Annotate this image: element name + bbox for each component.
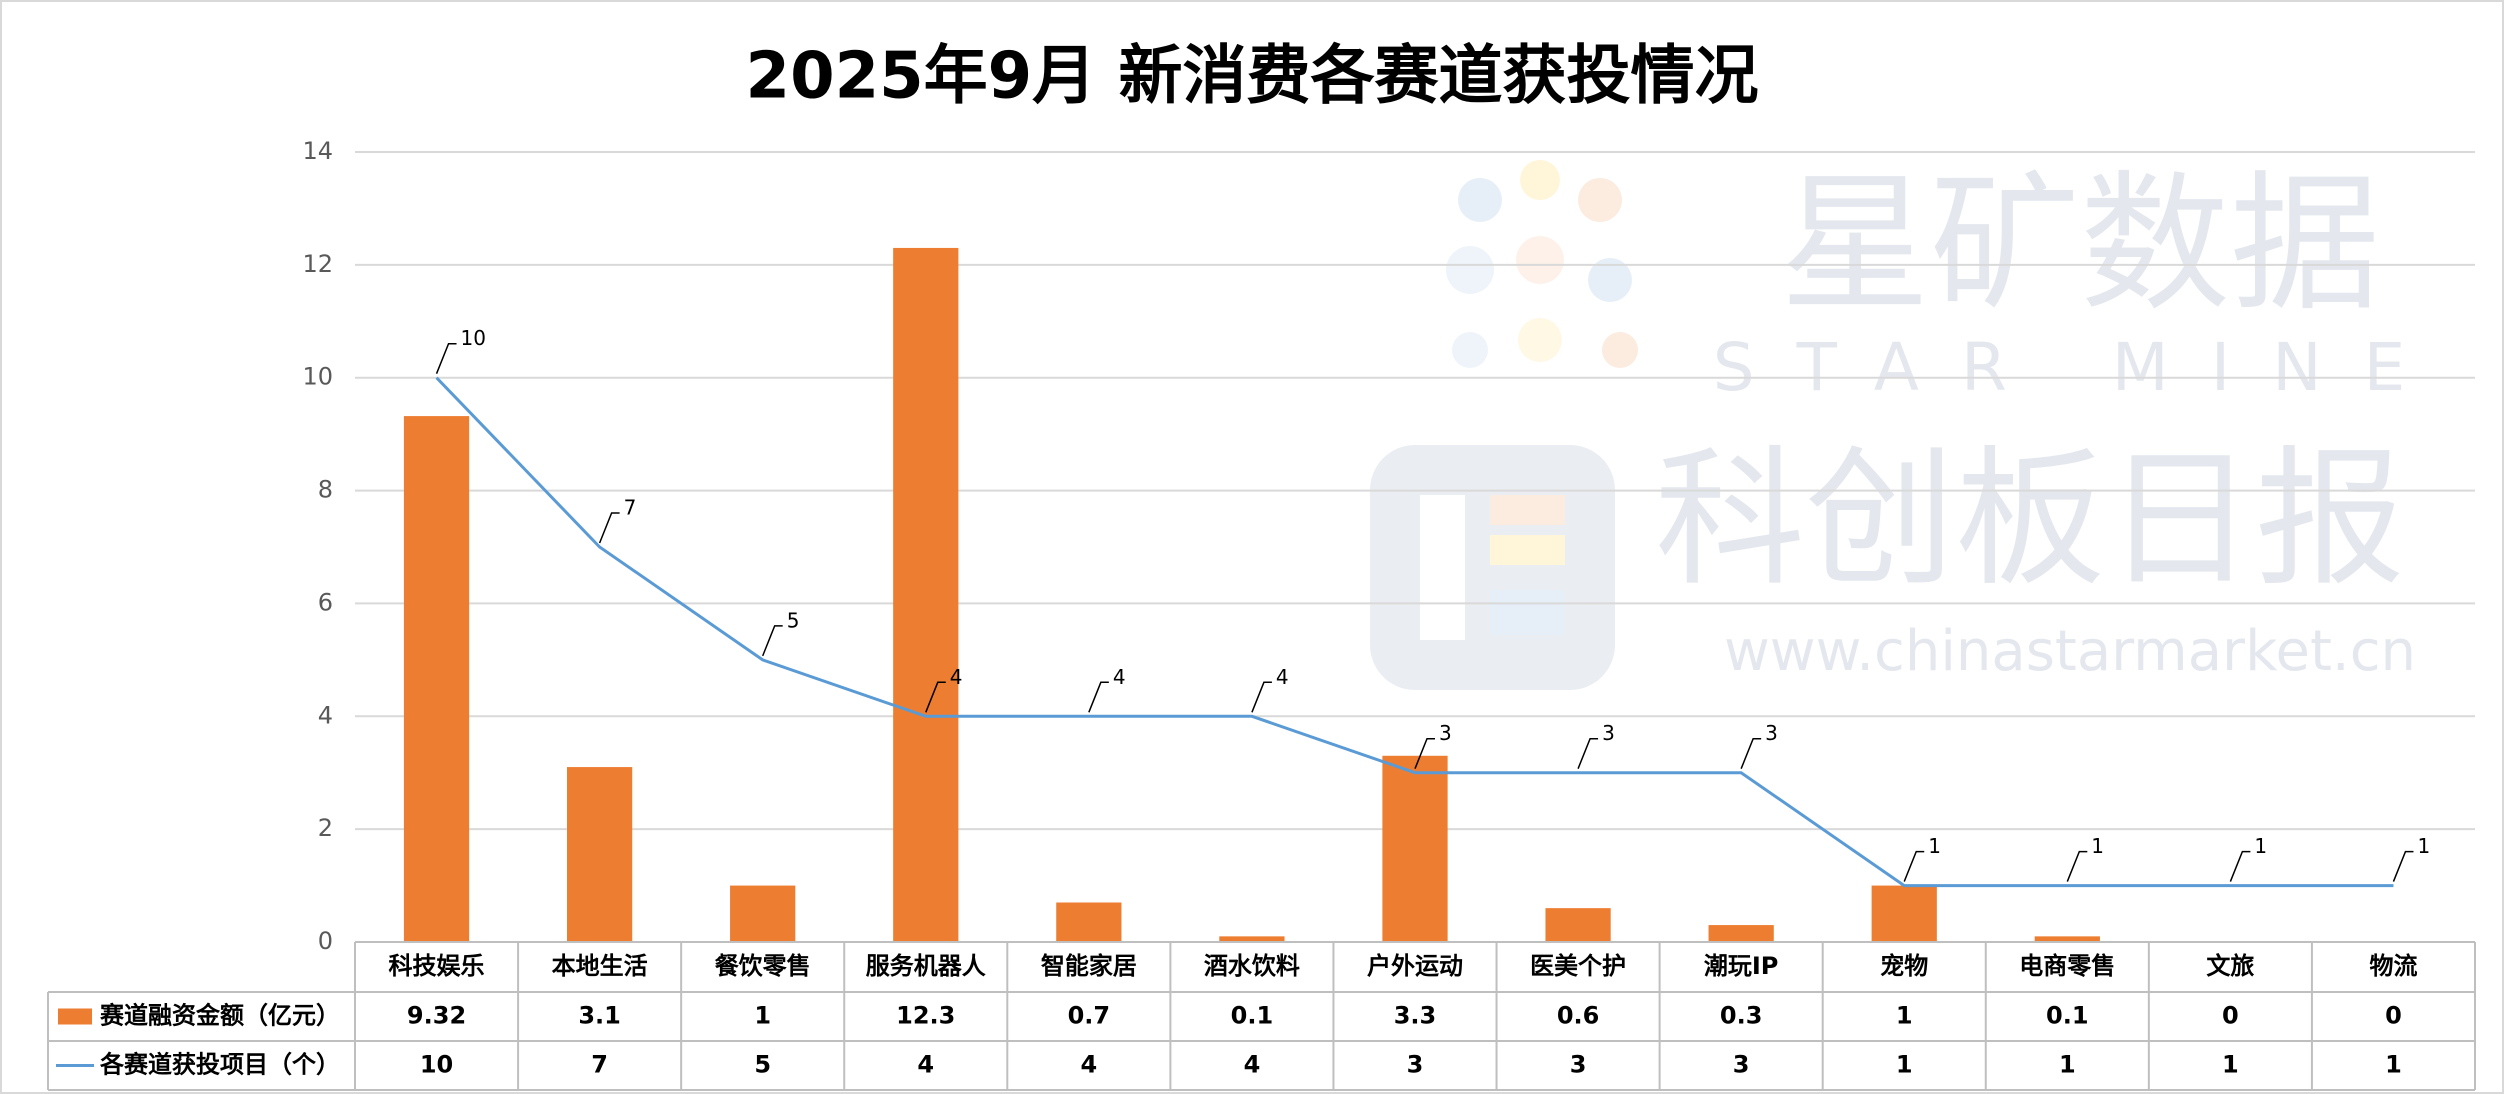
- table-value: 0.1: [2046, 1002, 2089, 1030]
- table-value: 10: [420, 1051, 453, 1079]
- label-leader: [1903, 850, 1925, 882]
- bar: [2034, 936, 2100, 942]
- table-value: 1: [754, 1002, 771, 1030]
- x-tick-label: 宠物: [1880, 952, 1928, 980]
- y-tick-label: 12: [302, 250, 333, 278]
- label-leader: [1740, 737, 1762, 769]
- bar: [893, 247, 959, 942]
- y-tick-label: 6: [318, 588, 333, 616]
- watermark-source: 科创板日报: [1655, 433, 2405, 607]
- bar: [1056, 902, 1122, 942]
- table-value: 12.3: [896, 1002, 955, 1030]
- data-label: 4: [1113, 665, 1126, 689]
- bar: [1871, 885, 1937, 942]
- y-tick-label: 8: [318, 476, 333, 504]
- label-leader: [435, 342, 457, 374]
- x-tick-label: 电商零售: [2019, 952, 2115, 980]
- data-label: 1: [2417, 834, 2430, 858]
- data-label: 4: [1276, 665, 1289, 689]
- table-value: 3: [1570, 1051, 1587, 1079]
- bar: [403, 416, 470, 943]
- data-label: 4: [950, 665, 963, 689]
- table-value: 4: [1244, 1051, 1261, 1079]
- table-value: 1: [2385, 1051, 2402, 1079]
- bar: [730, 885, 796, 942]
- table-value: 0.1: [1231, 1002, 1274, 1030]
- legend-label: 赛道融资金额（亿元）: [99, 1002, 340, 1030]
- label-leader: [2392, 850, 2414, 882]
- line: [435, 376, 2394, 888]
- y-tick-label: 4: [318, 701, 333, 729]
- legend-swatch: [58, 1008, 92, 1025]
- label-leader: [1088, 681, 1109, 713]
- data-label: 3: [1765, 721, 1778, 745]
- data-label: 1: [1928, 834, 1941, 858]
- label-leader: [598, 512, 620, 544]
- label-leader: [761, 625, 783, 657]
- table-value: 0: [2385, 1002, 2402, 1030]
- watermark-url: www.chinastarmarket.cn: [1724, 619, 2416, 684]
- label-leader: [1577, 737, 1599, 769]
- x-tick-label: 户外运动: [1367, 952, 1463, 980]
- table-value: 4: [1080, 1051, 1097, 1079]
- data-label: 3: [1602, 721, 1615, 745]
- data-label: 5: [787, 608, 800, 632]
- label-leader: [925, 681, 946, 713]
- x-tick-label: 智能家居: [1041, 952, 1137, 980]
- table-value: 1: [2222, 1051, 2239, 1079]
- watermark-brand-en: STAR MINE: [1713, 329, 2448, 406]
- table-value: 9.32: [407, 1002, 466, 1030]
- legend-label: 各赛道获投项目（个）: [99, 1051, 340, 1079]
- label-leader: [1251, 681, 1272, 713]
- table-value: 0.3: [1720, 1002, 1763, 1030]
- watermark-brand: 星矿数据: [1780, 158, 2380, 332]
- x-tick-label: 潮玩IP: [1704, 952, 1779, 980]
- x-tick-label: 医美个护: [1530, 952, 1626, 980]
- bar: [1219, 936, 1285, 942]
- y-tick-label: 2: [318, 814, 333, 842]
- label-leader: [2066, 850, 2088, 882]
- x-tick-label: 服务机器人: [866, 952, 986, 980]
- table-value: 3.3: [1394, 1002, 1437, 1030]
- watermark: 星矿数据 STAR MINE 科创板日报 www.chinastarmarket…: [1655, 158, 2448, 684]
- data-label: 7: [624, 496, 637, 520]
- table-value: 7: [591, 1051, 608, 1079]
- data-label: 3: [1439, 721, 1452, 745]
- table-value: 0.6: [1557, 1002, 1600, 1030]
- x-tick-label: 本地生活: [552, 952, 648, 980]
- bar: [1382, 755, 1448, 942]
- label-leader: [2229, 850, 2251, 882]
- table-value: 1: [2059, 1051, 2076, 1079]
- x-tick-label: 文旅: [2206, 952, 2254, 980]
- table-value: 1: [1896, 1002, 1913, 1030]
- table-value: 3.1: [578, 1002, 621, 1030]
- table-value: 1: [1896, 1051, 1913, 1079]
- table-value: 3: [1407, 1051, 1424, 1079]
- watermark-logo: [1370, 160, 1638, 690]
- table-value: 4: [917, 1051, 934, 1079]
- bar: [1708, 925, 1774, 942]
- table-value: 0: [2222, 1002, 2239, 1030]
- y-tick-label: 14: [302, 137, 333, 165]
- table-value: 3: [1733, 1051, 1750, 1079]
- x-tick-label: 科技娱乐: [389, 952, 485, 980]
- table-value: 0.7: [1068, 1002, 1111, 1030]
- x-tick-label: 物流: [2369, 952, 2417, 980]
- x-tick-label: 酒水饮料: [1204, 952, 1300, 980]
- bar: [567, 767, 633, 942]
- table-value: 5: [754, 1051, 771, 1079]
- y-tick-label: 0: [318, 927, 333, 955]
- chart-title: 2025年9月 新消费各赛道获投情况: [746, 40, 1759, 114]
- x-tick-label: 餐饮零售: [715, 952, 811, 980]
- label-leader: [1414, 737, 1435, 769]
- data-label: 1: [2254, 834, 2267, 858]
- bar: [1545, 908, 1611, 942]
- data-label: 1: [2091, 834, 2104, 858]
- data-label: 10: [461, 326, 486, 350]
- y-tick-label: 10: [302, 363, 333, 391]
